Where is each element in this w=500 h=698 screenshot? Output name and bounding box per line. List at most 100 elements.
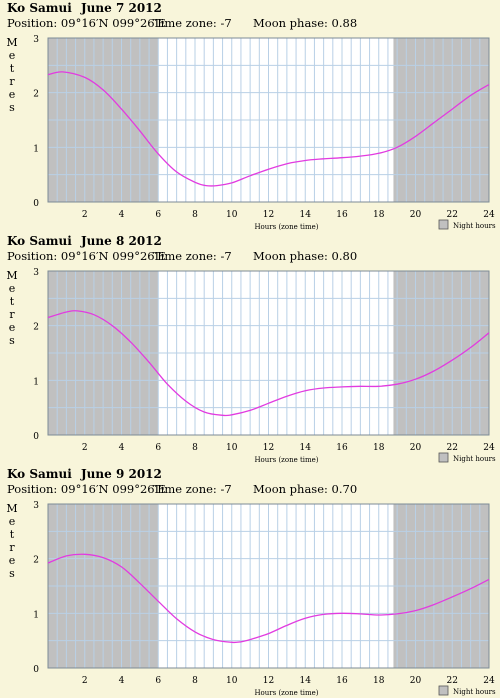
- x-tick-label: 4: [119, 210, 125, 220]
- y-axis-label-letter: s: [9, 334, 15, 347]
- x-axis-label: Hours (zone time): [254, 456, 318, 464]
- x-tick-label: 16: [336, 210, 348, 220]
- x-tick-label: 10: [226, 210, 238, 220]
- plot-frame: [47, 270, 490, 436]
- x-tick-label: 20: [410, 676, 422, 686]
- x-tick-label: 16: [336, 443, 348, 453]
- x-tick-label: 14: [300, 676, 312, 686]
- y-tick-label: 3: [33, 35, 39, 45]
- x-tick-label: 16: [336, 676, 348, 686]
- plot-frame: [47, 503, 490, 669]
- y-axis-label-letter: t: [10, 295, 15, 308]
- y-tick-label: 1: [33, 610, 39, 620]
- tide-curve: [47, 310, 490, 417]
- place-name: Ko Samui: [7, 1, 72, 15]
- legend-label: Night hours: [453, 455, 496, 463]
- x-tick-label: 8: [192, 210, 198, 220]
- date-label: June 7 2012: [81, 1, 162, 15]
- y-axis-label-letter: e: [9, 49, 16, 62]
- x-tick-label: 22: [447, 443, 458, 453]
- y-axis-label-letter: r: [9, 75, 15, 88]
- panel-title: Ko Samui June 9 2012: [7, 467, 162, 481]
- date-label: June 8 2012: [81, 234, 162, 248]
- x-tick-label: 8: [192, 443, 198, 453]
- tide-panel: Ko Samui June 7 2012 Position: 09°16′N 0…: [0, 0, 500, 232]
- x-tick-label: 24: [483, 676, 495, 686]
- x-tick-label: 14: [300, 443, 312, 453]
- plot-frame: [47, 37, 490, 203]
- x-tick-label: 2: [82, 210, 88, 220]
- y-axis-label-letter: M: [6, 269, 17, 282]
- y-tick-label: 1: [33, 144, 39, 154]
- x-tick-label: 12: [263, 443, 274, 453]
- y-axis-label-letter: r: [9, 308, 15, 321]
- panel-title: Ko Samui June 8 2012: [7, 234, 162, 248]
- timezone-label: Time zone: -7: [153, 249, 232, 263]
- moonphase-label: Moon phase: 0.88: [253, 16, 358, 30]
- x-tick-label: 4: [119, 676, 125, 686]
- y-tick-label: 0: [33, 199, 39, 209]
- position-label: Position: 09°16′N 099°26′E: [7, 249, 166, 263]
- y-axis-label-letter: e: [9, 321, 16, 334]
- legend-swatch: [438, 452, 449, 463]
- x-tick-label: 8: [192, 676, 198, 686]
- y-axis-label-letter: e: [9, 282, 16, 295]
- tide-curve: [47, 71, 490, 187]
- y-tick-label: 3: [33, 268, 39, 278]
- x-tick-label: 18: [373, 210, 385, 220]
- x-tick-label: 12: [263, 676, 274, 686]
- y-tick-label: 0: [33, 432, 39, 442]
- x-tick-label: 22: [447, 676, 458, 686]
- y-axis-label-letter: s: [9, 101, 15, 114]
- y-axis-label-letter: t: [10, 528, 15, 541]
- legend-label: Night hours: [453, 688, 496, 696]
- y-axis-label-letter: M: [6, 502, 17, 515]
- y-tick-label: 0: [33, 665, 39, 675]
- y-axis-label-letter: s: [9, 567, 15, 580]
- x-tick-label: 18: [373, 676, 385, 686]
- tide-panel: Ko Samui June 9 2012 Position: 09°16′N 0…: [0, 466, 500, 698]
- panel-title: Ko Samui June 7 2012: [7, 1, 162, 15]
- x-tick-label: 4: [119, 443, 125, 453]
- x-axis-label: Hours (zone time): [254, 689, 318, 697]
- y-axis-label-letter: M: [6, 36, 17, 49]
- place-name: Ko Samui: [7, 467, 72, 481]
- date-label: June 9 2012: [81, 467, 162, 481]
- tide-panel: Ko Samui June 8 2012 Position: 09°16′N 0…: [0, 233, 500, 465]
- y-axis-label-letter: e: [9, 515, 16, 528]
- y-tick-label: 1: [33, 377, 39, 387]
- moonphase-label: Moon phase: 0.80: [253, 249, 358, 263]
- x-tick-label: 6: [155, 676, 161, 686]
- x-tick-label: 10: [226, 676, 238, 686]
- x-tick-label: 14: [300, 210, 312, 220]
- timezone-label: Time zone: -7: [153, 16, 232, 30]
- legend-label: Night hours: [453, 222, 496, 230]
- x-tick-label: 10: [226, 443, 238, 453]
- y-axis-label-letter: e: [9, 554, 16, 567]
- x-tick-label: 2: [82, 443, 88, 453]
- legend-swatch: [438, 685, 449, 696]
- y-axis-label-letter: e: [9, 88, 16, 101]
- tide-curve: [47, 553, 490, 644]
- x-axis-label: Hours (zone time): [254, 223, 318, 231]
- x-tick-label: 20: [410, 210, 422, 220]
- x-tick-label: 2: [82, 676, 88, 686]
- x-tick-label: 18: [373, 443, 385, 453]
- x-tick-label: 20: [410, 443, 422, 453]
- legend-swatch: [438, 219, 449, 230]
- y-axis-label-letter: r: [9, 541, 15, 554]
- y-tick-label: 2: [33, 556, 39, 566]
- y-axis-label-letter: t: [10, 62, 15, 75]
- position-label: Position: 09°16′N 099°26′E: [7, 482, 166, 496]
- x-tick-label: 24: [483, 443, 495, 453]
- moonphase-label: Moon phase: 0.70: [253, 482, 358, 496]
- y-tick-label: 2: [33, 90, 39, 100]
- x-tick-label: 12: [263, 210, 274, 220]
- x-tick-label: 22: [447, 210, 458, 220]
- place-name: Ko Samui: [7, 234, 72, 248]
- timezone-label: Time zone: -7: [153, 482, 232, 496]
- y-tick-label: 3: [33, 501, 39, 511]
